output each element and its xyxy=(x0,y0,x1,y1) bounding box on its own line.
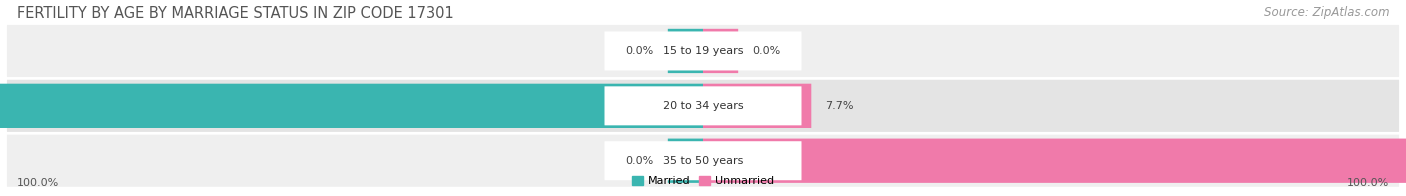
FancyBboxPatch shape xyxy=(7,80,1399,132)
FancyBboxPatch shape xyxy=(605,141,801,180)
FancyBboxPatch shape xyxy=(703,29,738,73)
FancyBboxPatch shape xyxy=(0,84,703,128)
FancyBboxPatch shape xyxy=(668,29,703,73)
Text: 15 to 19 years: 15 to 19 years xyxy=(662,46,744,56)
Legend: Married, Unmarried: Married, Unmarried xyxy=(627,171,779,191)
Text: 7.7%: 7.7% xyxy=(825,101,853,111)
Text: 35 to 50 years: 35 to 50 years xyxy=(662,156,744,166)
FancyBboxPatch shape xyxy=(668,139,703,183)
Text: 100.0%: 100.0% xyxy=(17,178,59,188)
FancyBboxPatch shape xyxy=(703,139,1406,183)
FancyBboxPatch shape xyxy=(703,84,811,128)
FancyBboxPatch shape xyxy=(7,135,1399,187)
FancyBboxPatch shape xyxy=(605,32,801,71)
Text: Source: ZipAtlas.com: Source: ZipAtlas.com xyxy=(1264,6,1389,19)
Text: 0.0%: 0.0% xyxy=(626,46,654,56)
Text: 0.0%: 0.0% xyxy=(626,156,654,166)
Text: FERTILITY BY AGE BY MARRIAGE STATUS IN ZIP CODE 17301: FERTILITY BY AGE BY MARRIAGE STATUS IN Z… xyxy=(17,6,454,21)
Text: 20 to 34 years: 20 to 34 years xyxy=(662,101,744,111)
Text: 0.0%: 0.0% xyxy=(752,46,780,56)
FancyBboxPatch shape xyxy=(605,86,801,125)
Text: 100.0%: 100.0% xyxy=(1347,178,1389,188)
FancyBboxPatch shape xyxy=(7,25,1399,77)
